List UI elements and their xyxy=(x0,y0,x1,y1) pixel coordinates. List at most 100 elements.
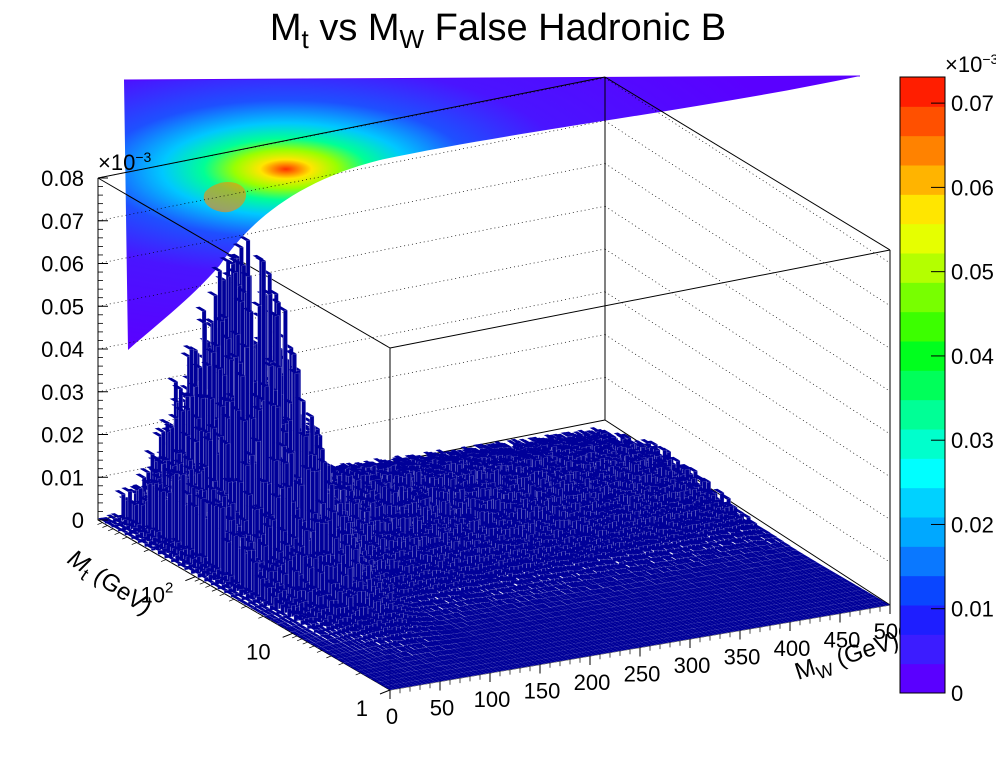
lego-bar-top xyxy=(556,433,568,439)
z-gridline-right xyxy=(604,291,891,478)
z-gridline-right xyxy=(604,120,891,307)
lego-bar-top xyxy=(462,456,474,462)
lego-bar xyxy=(207,502,212,572)
lego-bar-top xyxy=(616,434,628,440)
lego-bar-top xyxy=(597,434,608,440)
lego-bar-top xyxy=(536,440,548,446)
projection-band xyxy=(124,76,860,350)
lego-bar-top xyxy=(515,444,527,450)
lego-bar-top xyxy=(492,443,503,448)
lego-bar-top xyxy=(497,451,509,457)
lego-bar-top xyxy=(564,445,576,450)
lego-bar-top xyxy=(471,453,482,459)
top-projection xyxy=(123,75,861,350)
lego-bar-top xyxy=(172,459,184,465)
lego-bar-top xyxy=(117,528,129,533)
lego-bar-top xyxy=(560,432,572,437)
lego-bar-top xyxy=(588,435,600,441)
lego-bar-top xyxy=(486,447,498,453)
title-rest: False Hadronic B xyxy=(435,7,726,49)
lego-bar-top xyxy=(479,453,491,459)
lego-bar-top xyxy=(587,441,599,447)
lego-bar-top xyxy=(130,520,142,525)
lego-bar-top xyxy=(123,516,135,522)
lego-bar-top xyxy=(181,405,192,411)
lego-bar-top xyxy=(581,439,592,445)
lego-bar-top xyxy=(151,473,163,479)
lego-bar-top xyxy=(473,444,484,449)
lego-bar-top xyxy=(554,436,566,442)
lego-bar-top xyxy=(122,526,133,532)
lego-bar-top xyxy=(115,522,127,528)
title-sub-w: W xyxy=(400,24,425,54)
lego-bar-top xyxy=(132,527,144,533)
lego-bar-top xyxy=(106,514,118,520)
lego-bar-top xyxy=(104,521,116,527)
lego-bar-top xyxy=(166,461,178,467)
lego-bar-top xyxy=(159,455,171,461)
lego-bar-top xyxy=(127,500,139,506)
lego-bar-top xyxy=(522,443,533,448)
lego-bar-top xyxy=(552,433,563,439)
lego-bar-top xyxy=(520,449,532,454)
lego-bar-top xyxy=(239,236,251,241)
lego-bar-top xyxy=(423,456,435,461)
lego-bar-top xyxy=(408,454,420,459)
lego-bar-top xyxy=(541,448,553,454)
z-gridline-right xyxy=(604,334,891,520)
lego-bar-top xyxy=(575,443,587,448)
frame-top-right xyxy=(604,76,891,251)
lego-bar-top xyxy=(177,449,188,455)
lego-bar-top xyxy=(596,440,607,445)
title-sub-t: t xyxy=(302,24,310,54)
lego-bar-top xyxy=(575,433,587,439)
lego-bar-top xyxy=(138,496,150,502)
lego-bar-top xyxy=(426,454,438,460)
lego-bar-top xyxy=(392,457,403,462)
lego-bar-top xyxy=(455,453,467,459)
projection-hot-core xyxy=(203,181,247,213)
lego-bar-top xyxy=(547,440,558,445)
lego-bar-top xyxy=(378,464,390,469)
lego-bar-top xyxy=(206,291,218,296)
projection-edge xyxy=(123,75,861,81)
lego-bar-top xyxy=(487,455,499,461)
lego-bar-top xyxy=(526,443,538,449)
lego-surface xyxy=(98,236,891,691)
lego-bar-top xyxy=(102,517,113,522)
title-m2: M xyxy=(368,7,400,49)
lego-bar-top xyxy=(557,440,568,445)
lego-bar-top xyxy=(334,466,346,471)
lego-bar-top xyxy=(114,489,126,495)
lego-bar-top xyxy=(427,451,438,457)
lego-bar-top xyxy=(408,461,420,466)
lego-bar-top xyxy=(511,445,523,451)
lego-bar-top xyxy=(170,449,182,454)
lego-bar-top xyxy=(158,418,170,424)
lego-bar-top xyxy=(174,406,186,412)
lego-bar-top xyxy=(373,458,384,463)
lego-bar-top xyxy=(418,460,430,465)
title-m: M xyxy=(270,7,302,49)
lego-bar-top xyxy=(139,529,151,534)
lego-bar-top xyxy=(531,436,543,442)
frame-top-left xyxy=(97,76,606,179)
lego-bar-top xyxy=(491,451,503,456)
lego-bar-top xyxy=(155,459,167,465)
z-gridlines xyxy=(97,77,891,563)
lego-bar-top xyxy=(450,449,462,455)
lego-bar-top xyxy=(162,468,173,473)
lego-bar-top xyxy=(132,484,143,489)
lego-bar-top xyxy=(500,450,512,456)
lego-bar-top xyxy=(487,444,499,449)
lego-bar-top xyxy=(571,445,582,451)
lego-bar-top xyxy=(137,525,148,531)
lego-bar-top xyxy=(539,445,551,451)
lego-bar-top xyxy=(110,513,122,518)
lego-bar xyxy=(233,535,239,587)
lego-bar-top xyxy=(545,442,557,447)
lego-bar-top xyxy=(391,461,403,466)
lego-bar-top xyxy=(460,452,472,458)
z-gridline-right xyxy=(604,163,891,349)
lego-bar-top xyxy=(111,524,123,530)
